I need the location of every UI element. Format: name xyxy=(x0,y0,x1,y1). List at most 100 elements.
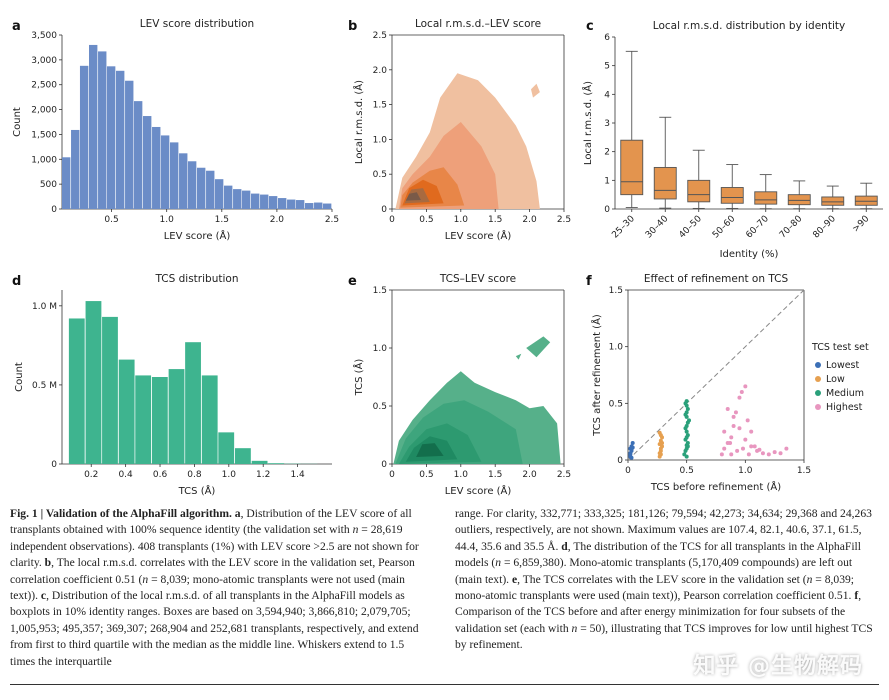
y-tick-label: 1,000 xyxy=(31,155,57,165)
box-iqr xyxy=(720,187,744,204)
histogram-bar xyxy=(241,190,251,209)
box-iqr xyxy=(620,139,644,196)
x-tick-label: 0.5 xyxy=(419,470,433,480)
scatter-point xyxy=(684,410,689,415)
panel-c-boxplots: 0 1 2 3 4 5 6 Local r.m.s.d. distribution by id… xyxy=(581,20,883,260)
x-axis-label: LEV score (Å) xyxy=(445,229,512,242)
histogram-bar xyxy=(201,375,218,464)
caption-right-column: range. For clarity, 332,771; 333,325; 18… xyxy=(455,507,873,652)
histogram-bar xyxy=(218,432,235,464)
x-tick-label: 0.5 xyxy=(680,466,694,476)
scatter-point xyxy=(685,441,690,445)
density-contour-island-1 xyxy=(526,336,551,358)
x-tick-label: 2.5 xyxy=(557,215,571,225)
y-tick-label: 5 xyxy=(604,62,610,72)
scatter-point xyxy=(658,452,663,457)
chart-title: Effect of refinement on TCS xyxy=(644,273,789,285)
x-tick-label: 30–40 xyxy=(644,214,671,241)
panel-letter-c: c xyxy=(586,19,594,34)
scatter-point xyxy=(743,384,748,389)
scatter-point xyxy=(687,418,692,423)
box-iqr xyxy=(787,194,811,206)
scatter-point xyxy=(735,448,740,453)
y-axis-label: Local r.m.s.d. (Å) xyxy=(352,80,365,164)
y-tick-label: 0.5 M xyxy=(32,381,57,391)
y-axis-label: TCS (Å) xyxy=(352,359,365,397)
histogram-bar xyxy=(287,199,296,209)
histogram-bar xyxy=(206,170,215,209)
scatter-point xyxy=(784,446,789,451)
x-tick-label: 1.4 xyxy=(290,470,305,480)
scatter-point xyxy=(685,407,690,411)
histogram-bar xyxy=(106,66,116,209)
x-tick-label: >90 xyxy=(851,214,872,235)
x-tick-label: 1.0 xyxy=(738,466,753,476)
histogram-bar xyxy=(224,185,233,209)
x-tick-label: 0 xyxy=(389,470,395,480)
scatter-point xyxy=(745,418,750,423)
density-contour-core xyxy=(416,443,444,457)
x-axis-label: Identity (%) xyxy=(720,249,779,260)
panel-letter-d: d xyxy=(12,274,21,289)
y-tick-label: 0.5 xyxy=(373,402,387,412)
scatter-point xyxy=(749,429,754,434)
scatter-point xyxy=(731,414,736,419)
scatter-point xyxy=(743,437,748,442)
chart-title: Local r.m.s.d.–LEV score xyxy=(415,18,541,30)
panel-letter-f: f xyxy=(586,274,592,289)
y-axis-label: Local r.m.s.d. (Å) xyxy=(581,81,594,165)
scatter-point xyxy=(746,452,751,457)
x-tick-label: 40–50 xyxy=(677,214,704,241)
x-tick-label: 1.5 xyxy=(215,215,229,225)
y-tick-label: 3,000 xyxy=(31,56,57,66)
x-axis-label: TCS before refinement (Å) xyxy=(650,480,781,493)
panel-letter-b: b xyxy=(348,19,357,34)
scatter-point xyxy=(685,444,690,449)
scatter-point xyxy=(685,433,690,438)
panel-f-scatter: 0 0.5 1.0 1.5 0 0.5 1.0 1.5 Effect of refinement… xyxy=(590,273,869,493)
histogram-bar xyxy=(85,301,102,464)
x-axis-label: LEV score (Å) xyxy=(445,484,512,497)
scatter-point xyxy=(684,424,689,428)
y-tick-label: 0.5 xyxy=(373,170,387,180)
y-tick-label: 0 xyxy=(604,205,610,215)
y-tick-label: 2 xyxy=(604,148,610,158)
histogram-bar xyxy=(151,377,168,464)
density-contour-core xyxy=(405,192,421,201)
histogram-bar xyxy=(160,135,170,209)
histogram-bar xyxy=(322,203,332,209)
legend-label: Medium xyxy=(826,388,864,399)
chart-title: LEV score distribution xyxy=(140,18,254,30)
watermark: 知乎 @生物解码 xyxy=(693,654,863,679)
scatter-point xyxy=(684,454,689,459)
x-tick-label: 0.2 xyxy=(84,470,98,480)
histogram-bar xyxy=(233,189,242,209)
histogram-bar xyxy=(295,200,305,209)
scatter-point xyxy=(766,452,771,457)
scatter-point xyxy=(729,452,734,457)
density-contour-island-2 xyxy=(515,353,522,360)
histogram-bar xyxy=(278,198,287,209)
identity-diagonal xyxy=(627,289,805,461)
x-tick-label: 1.0 xyxy=(454,215,469,225)
scatter-point xyxy=(629,455,634,460)
scatter-point xyxy=(731,424,736,428)
scatter-point xyxy=(660,441,665,445)
box-iqr xyxy=(687,179,711,203)
x-tick-label: 2.5 xyxy=(557,470,571,480)
y-tick-label: 500 xyxy=(40,180,57,190)
legend-label: Low xyxy=(826,374,845,385)
x-tick-label: 0 xyxy=(625,466,631,476)
y-tick-label: 0 xyxy=(381,205,387,215)
box-iqr xyxy=(821,196,845,206)
scatter-point xyxy=(657,430,662,435)
x-tick-label: 0.8 xyxy=(187,470,202,480)
histogram-bar xyxy=(79,65,89,209)
x-tick-label: 80–90 xyxy=(811,214,838,241)
x-tick-label: 1.2 xyxy=(256,470,270,480)
x-tick-label: 1.0 xyxy=(222,470,237,480)
scatter-point xyxy=(722,429,727,434)
y-tick-label: 1.0 xyxy=(373,344,388,354)
x-axis-label: TCS (Å) xyxy=(178,484,216,497)
y-tick-label: 1.5 xyxy=(609,286,623,296)
